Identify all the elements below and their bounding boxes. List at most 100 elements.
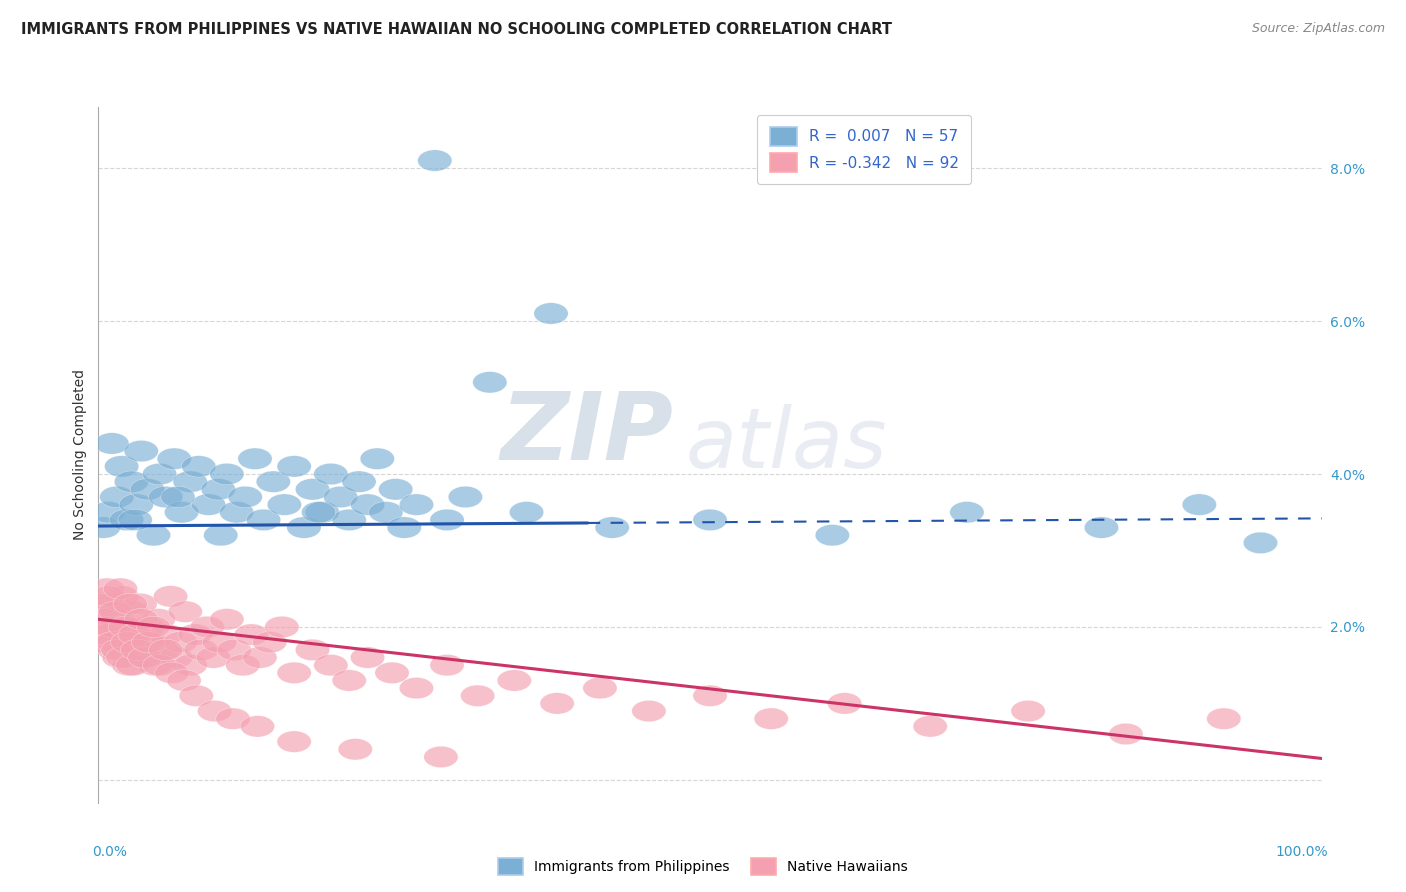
- Text: ZIP: ZIP: [501, 388, 673, 480]
- Ellipse shape: [375, 662, 409, 683]
- Ellipse shape: [472, 372, 508, 393]
- Ellipse shape: [128, 647, 162, 668]
- Ellipse shape: [115, 655, 150, 676]
- Ellipse shape: [305, 501, 339, 523]
- Ellipse shape: [112, 593, 148, 615]
- Ellipse shape: [204, 524, 238, 546]
- Y-axis label: No Schooling Completed: No Schooling Completed: [73, 369, 87, 541]
- Ellipse shape: [209, 608, 245, 630]
- Ellipse shape: [86, 516, 121, 538]
- Ellipse shape: [86, 608, 121, 630]
- Ellipse shape: [120, 494, 153, 516]
- Ellipse shape: [339, 739, 373, 760]
- Ellipse shape: [631, 700, 666, 722]
- Ellipse shape: [342, 471, 375, 492]
- Ellipse shape: [134, 632, 169, 653]
- Ellipse shape: [583, 677, 617, 698]
- Ellipse shape: [163, 632, 197, 653]
- Ellipse shape: [277, 731, 311, 752]
- Ellipse shape: [509, 501, 544, 523]
- Ellipse shape: [1084, 516, 1119, 538]
- Ellipse shape: [118, 509, 152, 531]
- Ellipse shape: [155, 662, 188, 683]
- Ellipse shape: [277, 456, 311, 477]
- Text: 0.0%: 0.0%: [93, 845, 128, 858]
- Ellipse shape: [815, 524, 849, 546]
- Ellipse shape: [153, 586, 188, 607]
- Ellipse shape: [332, 670, 367, 691]
- Ellipse shape: [110, 616, 143, 638]
- Ellipse shape: [122, 593, 157, 615]
- Ellipse shape: [201, 479, 235, 500]
- Ellipse shape: [165, 501, 198, 523]
- Ellipse shape: [93, 624, 127, 645]
- Ellipse shape: [295, 640, 329, 661]
- Ellipse shape: [149, 486, 183, 508]
- Ellipse shape: [184, 640, 218, 661]
- Ellipse shape: [197, 700, 232, 722]
- Ellipse shape: [124, 441, 159, 462]
- Ellipse shape: [253, 632, 287, 653]
- Ellipse shape: [350, 647, 385, 668]
- Ellipse shape: [104, 456, 139, 477]
- Ellipse shape: [540, 693, 574, 714]
- Ellipse shape: [219, 501, 253, 523]
- Ellipse shape: [423, 747, 458, 768]
- Ellipse shape: [83, 601, 117, 623]
- Ellipse shape: [120, 640, 153, 661]
- Ellipse shape: [159, 647, 193, 668]
- Ellipse shape: [387, 516, 422, 538]
- Ellipse shape: [145, 640, 179, 661]
- Ellipse shape: [240, 715, 274, 737]
- Ellipse shape: [94, 433, 129, 454]
- Ellipse shape: [131, 616, 165, 638]
- Ellipse shape: [142, 463, 177, 484]
- Ellipse shape: [399, 677, 433, 698]
- Ellipse shape: [131, 479, 165, 500]
- Text: Source: ZipAtlas.com: Source: ZipAtlas.com: [1251, 22, 1385, 36]
- Ellipse shape: [1109, 723, 1143, 745]
- Ellipse shape: [498, 670, 531, 691]
- Ellipse shape: [332, 509, 367, 531]
- Ellipse shape: [693, 509, 727, 531]
- Ellipse shape: [828, 693, 862, 714]
- Ellipse shape: [1011, 700, 1045, 722]
- Ellipse shape: [108, 616, 142, 638]
- Ellipse shape: [100, 608, 134, 630]
- Ellipse shape: [105, 647, 141, 668]
- Ellipse shape: [1182, 494, 1216, 516]
- Ellipse shape: [534, 302, 568, 324]
- Ellipse shape: [84, 616, 120, 638]
- Ellipse shape: [217, 708, 250, 730]
- Ellipse shape: [399, 494, 433, 516]
- Ellipse shape: [912, 715, 948, 737]
- Ellipse shape: [1243, 533, 1278, 554]
- Ellipse shape: [84, 593, 118, 615]
- Ellipse shape: [167, 670, 201, 691]
- Ellipse shape: [91, 501, 125, 523]
- Ellipse shape: [104, 586, 139, 607]
- Ellipse shape: [202, 632, 236, 653]
- Ellipse shape: [94, 616, 128, 638]
- Ellipse shape: [256, 471, 291, 492]
- Ellipse shape: [118, 624, 152, 645]
- Ellipse shape: [197, 647, 231, 668]
- Ellipse shape: [131, 632, 166, 653]
- Ellipse shape: [418, 150, 451, 171]
- Ellipse shape: [121, 640, 155, 661]
- Ellipse shape: [114, 601, 149, 623]
- Ellipse shape: [107, 632, 141, 653]
- Ellipse shape: [90, 578, 124, 599]
- Ellipse shape: [179, 624, 212, 645]
- Ellipse shape: [157, 448, 191, 469]
- Ellipse shape: [169, 601, 202, 623]
- Ellipse shape: [142, 655, 177, 676]
- Text: 100.0%: 100.0%: [1275, 845, 1327, 858]
- Ellipse shape: [243, 647, 277, 668]
- Ellipse shape: [138, 655, 172, 676]
- Ellipse shape: [693, 685, 727, 706]
- Ellipse shape: [94, 593, 129, 615]
- Ellipse shape: [350, 494, 385, 516]
- Ellipse shape: [246, 509, 281, 531]
- Ellipse shape: [209, 463, 245, 484]
